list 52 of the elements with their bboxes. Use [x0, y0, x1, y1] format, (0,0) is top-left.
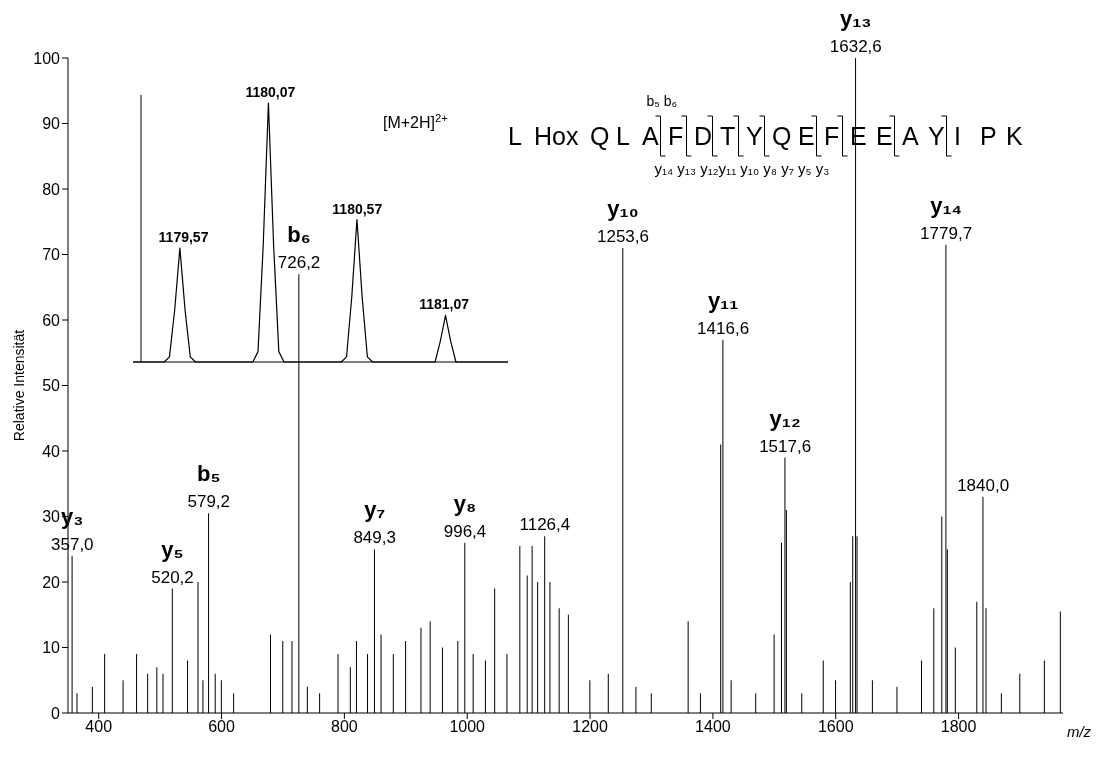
annotation: 1180,57: [332, 200, 383, 217]
y-tick-label: 20: [42, 573, 61, 591]
annotation: b₅: [197, 461, 221, 487]
annotation: 1632,6: [829, 37, 882, 56]
annotation: 1517,6: [759, 436, 812, 456]
x-axis-title: m/z: [1066, 723, 1092, 740]
annotation: 357,0: [51, 534, 94, 554]
annotation: [M+2H]$^{2+}$: [383, 112, 448, 131]
annotation: b₆: [287, 222, 311, 248]
y-tick-label: 30: [42, 508, 61, 526]
x-tick-label: 800: [331, 718, 358, 736]
x-tick-label: 1800: [940, 718, 977, 736]
annotation: 1840,0: [957, 475, 1010, 495]
y-axis-title: Relative Intensität: [11, 329, 27, 442]
y-tick-label: 60: [42, 311, 61, 329]
annotation: y₁₄ y₁₃ y₁₂y₁₁ y₁₀ y₈ y₇ y₅ y₃: [654, 160, 830, 177]
x-tick-label: 600: [208, 718, 235, 736]
y-tick-label: 10: [42, 639, 61, 657]
x-tick-label: 1400: [695, 718, 731, 736]
y-tick-label: 70: [42, 246, 61, 264]
annotation: y₅: [161, 536, 184, 562]
annotation: 1253,6: [596, 226, 649, 246]
annotation: b₅ b₆: [646, 93, 678, 109]
annotation: y₈: [453, 490, 477, 516]
annotation: 1180,07: [245, 84, 296, 100]
y-tick-label: 90: [42, 115, 61, 133]
y-tick-label: 80: [42, 180, 61, 198]
annotation: 1126,4: [519, 515, 571, 535]
annotation: 1181,07: [419, 296, 470, 313]
annotation: 1416,6: [697, 318, 750, 338]
annotation: y₁₄: [930, 192, 963, 218]
annotation: y₇: [364, 497, 386, 523]
annotation: y₃: [61, 503, 84, 529]
x-tick-label: 1600: [817, 718, 854, 736]
x-tick-label: 400: [85, 718, 113, 736]
annotation: y₁₃: [840, 6, 872, 31]
annotation: 579,2: [187, 492, 231, 512]
annotation: 726,2: [277, 253, 321, 273]
y-tick-label: 100: [33, 49, 61, 67]
annotation: 1779,7: [920, 223, 973, 243]
y-tick-label: 50: [42, 377, 61, 395]
annotation: 1179,57: [158, 229, 209, 246]
x-tick-label: 1000: [449, 718, 486, 736]
y-tick-label: 40: [42, 442, 61, 460]
annotation: 996,4: [443, 521, 487, 541]
annotation: y₁₀: [607, 195, 639, 221]
annotation: 520,2: [151, 567, 194, 587]
annotation: y₁₂: [769, 405, 801, 431]
annotation: y₁₁: [707, 287, 739, 313]
annotation: 849,3: [353, 528, 396, 548]
y-tick-label: 0: [51, 704, 61, 722]
x-tick-label: 1200: [572, 718, 608, 736]
